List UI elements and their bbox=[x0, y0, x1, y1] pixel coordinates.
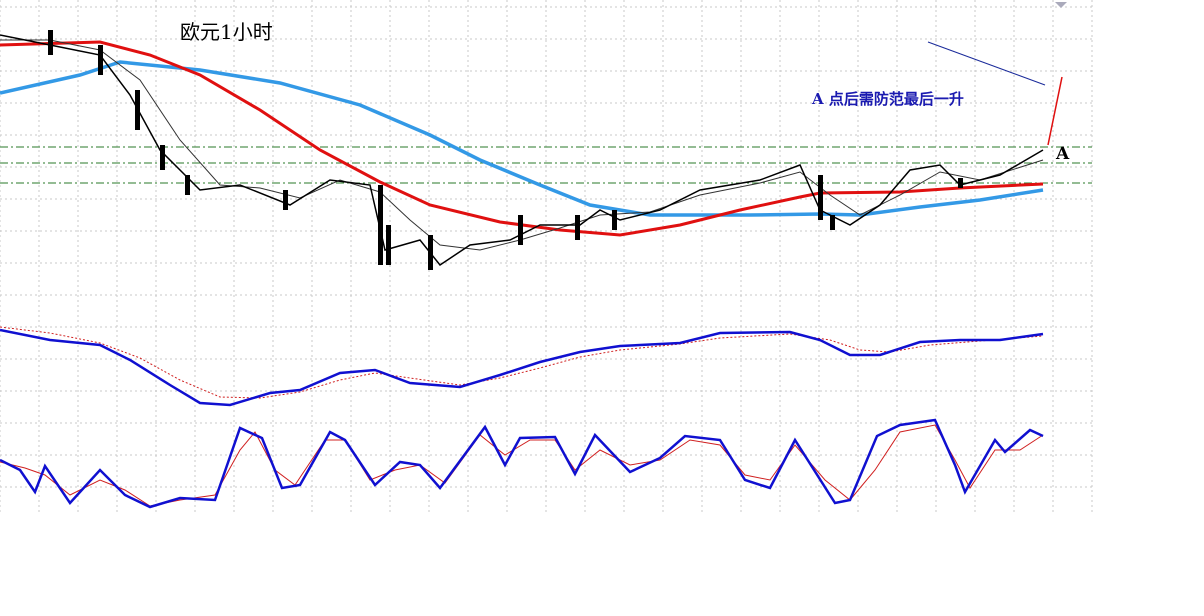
chart-title: 欧元1小时 bbox=[180, 20, 273, 44]
moving-average-long bbox=[0, 60, 1044, 217]
arrow-line bbox=[927, 41, 1046, 86]
moving-average-short bbox=[0, 39, 1044, 251]
stochastic-line bbox=[0, 418, 1044, 509]
projection-line bbox=[1047, 76, 1063, 146]
annotation-label: A bbox=[1055, 144, 1070, 164]
scroll-indicator bbox=[1055, 2, 1067, 8]
candles bbox=[48, 30, 963, 270]
support-lines bbox=[0, 146, 1092, 184]
macd-signal bbox=[0, 326, 1044, 399]
moving-average-mid bbox=[0, 40, 1044, 237]
price-line bbox=[0, 34, 1044, 267]
annotation: A 点后需防范最后一升 bbox=[811, 90, 964, 108]
stochastic-signal bbox=[0, 424, 1044, 507]
grid bbox=[0, 0, 1093, 515]
macd-line bbox=[0, 328, 1044, 407]
